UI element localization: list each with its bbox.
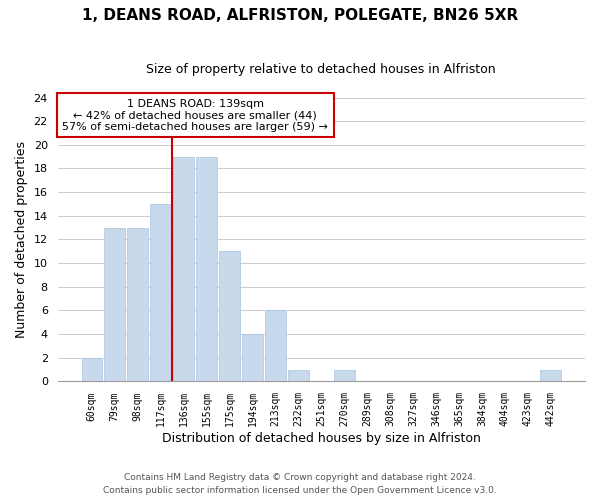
Bar <box>196 156 217 382</box>
Bar <box>541 370 561 382</box>
X-axis label: Distribution of detached houses by size in Alfriston: Distribution of detached houses by size … <box>162 432 481 445</box>
Text: 1 DEANS ROAD: 139sqm
← 42% of detached houses are smaller (44)
57% of semi-detac: 1 DEANS ROAD: 139sqm ← 42% of detached h… <box>62 98 328 132</box>
Bar <box>265 310 286 382</box>
Text: Contains HM Land Registry data © Crown copyright and database right 2024.
Contai: Contains HM Land Registry data © Crown c… <box>103 473 497 495</box>
Text: 1, DEANS ROAD, ALFRISTON, POLEGATE, BN26 5XR: 1, DEANS ROAD, ALFRISTON, POLEGATE, BN26… <box>82 8 518 22</box>
Bar <box>173 156 194 382</box>
Bar <box>242 334 263 382</box>
Y-axis label: Number of detached properties: Number of detached properties <box>15 141 28 338</box>
Bar <box>104 228 125 382</box>
Title: Size of property relative to detached houses in Alfriston: Size of property relative to detached ho… <box>146 62 496 76</box>
Bar <box>288 370 308 382</box>
Bar <box>219 252 240 382</box>
Bar <box>127 228 148 382</box>
Bar <box>151 204 171 382</box>
Bar <box>82 358 102 382</box>
Bar <box>334 370 355 382</box>
